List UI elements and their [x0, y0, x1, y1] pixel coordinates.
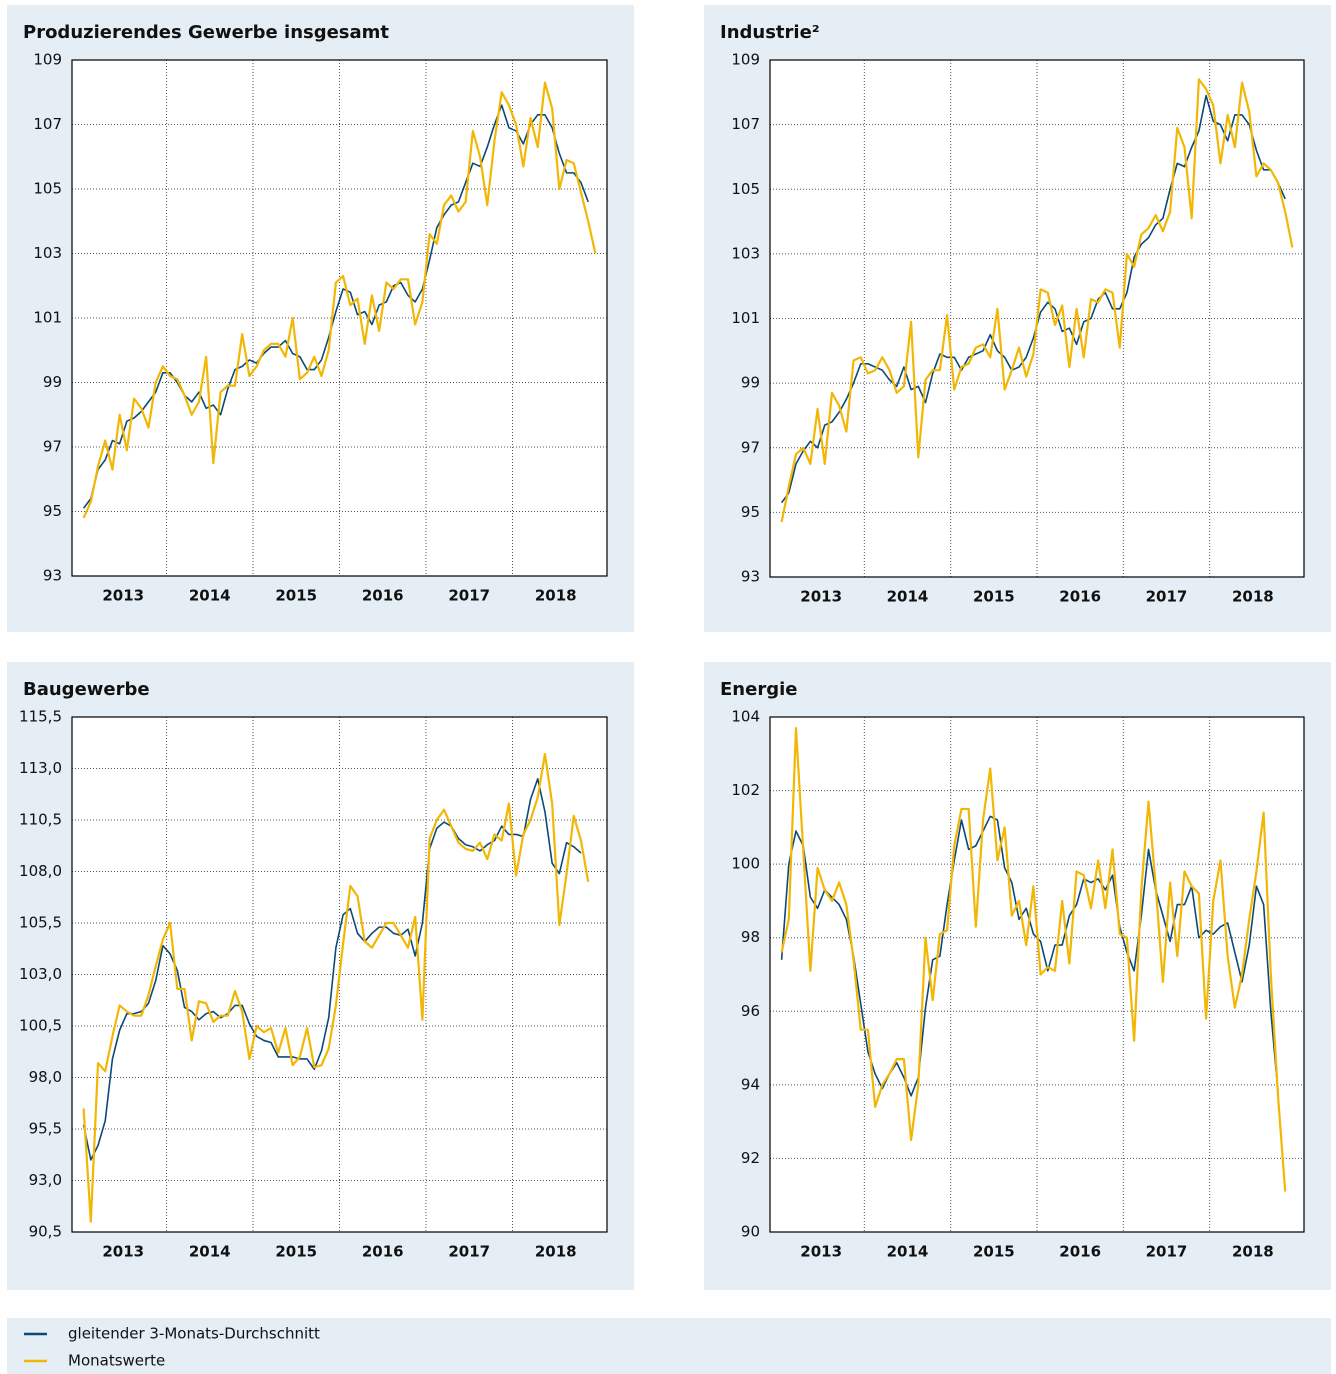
y-tick-label: 108,0	[19, 862, 62, 880]
x-tick-label: 2015	[973, 588, 1015, 606]
x-tick-label: 2017	[448, 587, 490, 605]
x-tick-label: 2013	[102, 1243, 144, 1261]
chart-title: Industrie²	[720, 22, 820, 43]
x-tick-label: 2017	[1146, 588, 1188, 606]
y-tick-label: 99	[43, 373, 62, 391]
y-tick-label: 105	[33, 180, 62, 198]
y-tick-label: 104	[731, 708, 760, 726]
x-tick-label: 2016	[362, 1243, 404, 1261]
x-tick-label: 2013	[102, 587, 144, 605]
legend-bg	[7, 1318, 1331, 1374]
y-tick-label: 97	[43, 438, 62, 456]
y-tick-label: 96	[741, 1002, 760, 1020]
y-tick-label: 101	[731, 309, 760, 327]
x-tick-label: 2013	[800, 588, 842, 606]
y-tick-label: 95,5	[29, 1120, 62, 1138]
series-line	[82, 81, 597, 519]
y-tick-label: 102	[731, 781, 760, 799]
y-tick-label: 110,5	[19, 811, 62, 829]
x-tick-label: 2018	[1232, 1243, 1274, 1261]
x-tick-label: 2015	[275, 587, 317, 605]
y-tick-label: 115,5	[19, 708, 62, 726]
x-tick-label: 2015	[275, 1243, 317, 1261]
chart-title: Energie	[720, 679, 797, 700]
y-tick-label: 95	[741, 503, 760, 521]
y-tick-label: 103	[33, 244, 62, 262]
series-line	[780, 94, 1286, 504]
y-tick-label: 93,0	[29, 1171, 62, 1189]
y-tick-label: 93	[741, 568, 760, 586]
x-tick-label: 2014	[189, 587, 231, 605]
x-tick-label: 2014	[189, 1243, 231, 1261]
y-tick-label: 103	[731, 244, 760, 262]
plot-border	[769, 716, 1305, 1233]
y-tick-label: 93	[43, 567, 62, 585]
x-tick-label: 2016	[362, 587, 404, 605]
x-tick-label: 2015	[973, 1243, 1015, 1261]
series-line	[780, 78, 1294, 523]
series-line	[82, 752, 590, 1223]
y-tick-label: 92	[741, 1149, 760, 1167]
y-tick-label: 105,5	[19, 914, 62, 932]
y-tick-label: 94	[741, 1075, 760, 1093]
y-tick-label: 107	[33, 115, 62, 133]
y-tick-label: 100,5	[19, 1017, 62, 1035]
x-tick-label: 2017	[448, 1243, 490, 1261]
x-tick-label: 2018	[1232, 588, 1274, 606]
series-line	[82, 778, 582, 1161]
plot-border	[71, 716, 608, 1233]
x-tick-label: 2016	[1059, 1243, 1101, 1261]
y-tick-label: 107	[731, 115, 760, 133]
x-tick-label: 2018	[535, 1243, 577, 1261]
y-tick-label: 109	[731, 51, 760, 69]
y-tick-label: 90,5	[29, 1223, 62, 1241]
legend-label: Monatswerte	[68, 1352, 165, 1370]
plot-area	[770, 717, 1304, 1232]
y-tick-label: 98	[741, 928, 760, 946]
chart-title: Produzierendes Gewerbe insgesamt	[23, 22, 389, 43]
y-tick-label: 100	[731, 855, 760, 873]
y-tick-label: 99	[741, 374, 760, 392]
series-line	[780, 726, 1287, 1192]
legend-label: gleitender 3-Monats-Durchschnitt	[68, 1325, 320, 1343]
y-tick-label: 98,0	[29, 1068, 62, 1086]
x-tick-label: 2018	[535, 587, 577, 605]
x-tick-label: 2014	[887, 588, 929, 606]
y-tick-label: 101	[33, 309, 62, 327]
y-tick-label: 95	[43, 502, 62, 520]
x-tick-label: 2016	[1059, 588, 1101, 606]
y-tick-label: 90	[741, 1223, 760, 1241]
chart-title: Baugewerbe	[23, 679, 150, 700]
x-tick-label: 2014	[887, 1243, 929, 1261]
x-tick-label: 2013	[800, 1243, 842, 1261]
y-tick-label: 103,0	[19, 965, 62, 983]
plot-border	[71, 59, 608, 577]
y-tick-label: 97	[741, 438, 760, 456]
y-tick-label: 105	[731, 180, 760, 198]
y-tick-label: 109	[33, 51, 62, 69]
y-tick-label: 113,0	[19, 759, 62, 777]
plot-border	[769, 59, 1305, 578]
x-tick-label: 2017	[1146, 1243, 1188, 1261]
